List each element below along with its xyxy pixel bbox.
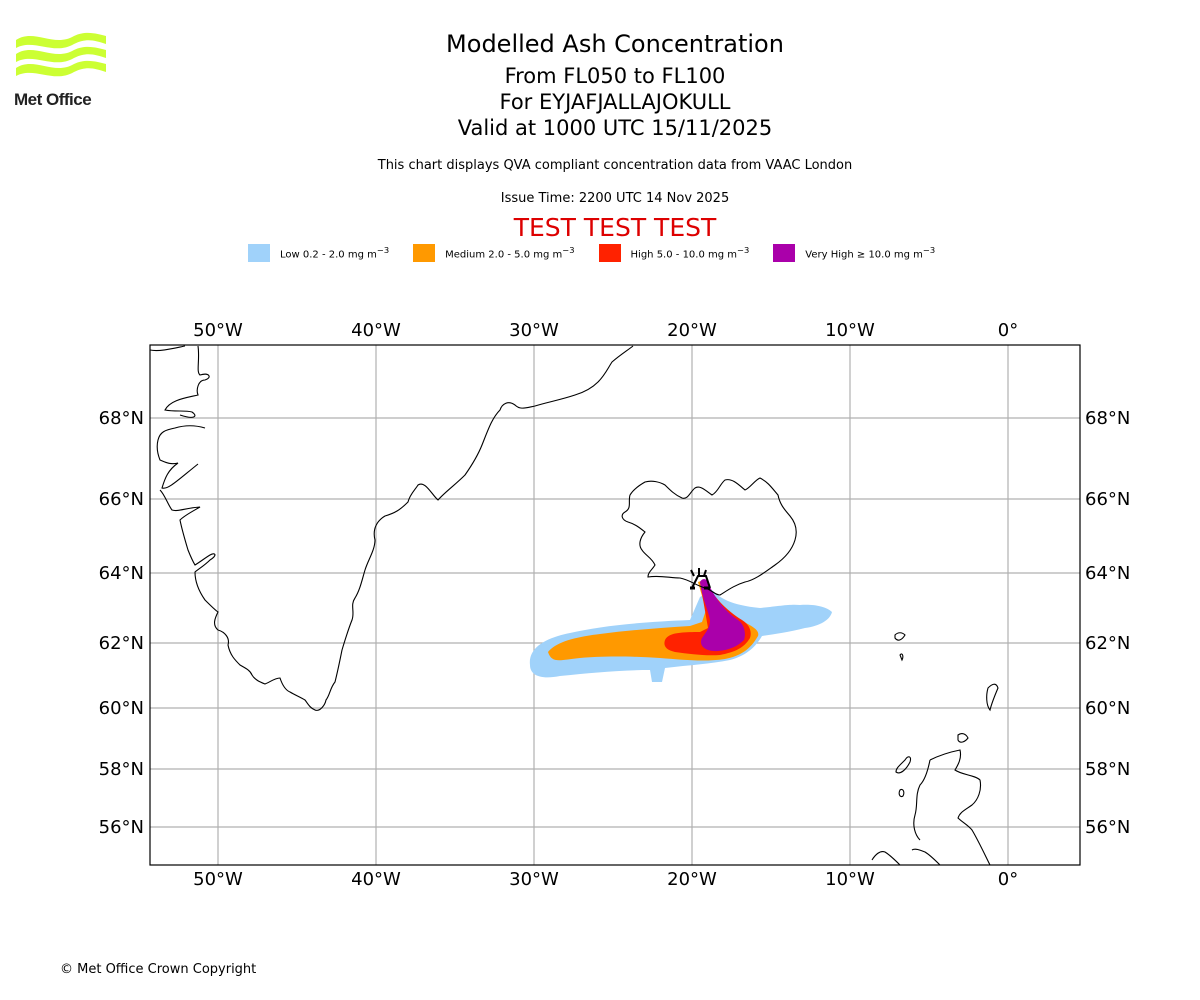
volcano-icon — [690, 568, 711, 590]
lon-tick-bottom: 20°W — [667, 869, 717, 890]
lat-tick-left: 60°N — [99, 698, 144, 719]
lat-tick-right: 60°N — [1085, 698, 1130, 719]
lon-tick-top: 40°W — [351, 320, 401, 341]
scotland-coast — [871, 749, 991, 865]
lat-tick-right: 64°N — [1085, 563, 1130, 584]
orkney-islands — [957, 733, 969, 743]
ash-plume — [529, 579, 832, 682]
lat-tick-left: 68°N — [99, 408, 144, 429]
lat-tick-right: 58°N — [1085, 759, 1130, 780]
lon-tick-bottom: 30°W — [509, 869, 559, 890]
legend-label-very-high: Very High ≥ 10.0 mg m−3 — [805, 245, 936, 261]
flight-levels: From FL050 to FL100 — [504, 64, 726, 88]
faroe-islands — [894, 632, 906, 662]
legend-label-high: High 5.0 - 10.0 mg m−3 — [630, 245, 750, 261]
logo-text: Met Office — [14, 90, 92, 109]
lat-ticks-right: 68°N 66°N 64°N 62°N 60°N 58°N 56°N — [1085, 408, 1130, 838]
legend-item-very-high: Very High ≥ 10.0 mg m−3 — [773, 244, 935, 262]
legend-swatch-high — [598, 244, 621, 262]
legend-item-low: Low 0.2 - 2.0 mg m−3 — [248, 244, 389, 262]
graticule — [150, 345, 1080, 865]
greenland-coast — [150, 345, 634, 711]
lon-tick-bottom: 0° — [998, 869, 1018, 890]
met-office-waves-icon — [16, 32, 106, 77]
legend: Low 0.2 - 2.0 mg m−3 Medium 2.0 - 5.0 mg… — [248, 244, 959, 262]
lon-tick-bottom: 10°W — [825, 869, 875, 890]
issue-time: Issue Time: 2200 UTC 14 Nov 2025 — [500, 191, 730, 206]
lat-tick-right: 62°N — [1085, 633, 1130, 654]
lon-ticks-bottom: 50°W 40°W 30°W 20°W 10°W 0° — [193, 869, 1018, 890]
legend-swatch-very-high — [773, 244, 796, 262]
volcano-name: For EYJAFJALLAJOKULL — [499, 90, 731, 114]
lat-tick-left: 58°N — [99, 759, 144, 780]
lat-tick-left: 62°N — [99, 633, 144, 654]
map-frame — [149, 344, 1081, 866]
coastlines — [150, 345, 999, 865]
lon-tick-bottom: 50°W — [193, 869, 243, 890]
legend-label-low: Low 0.2 - 2.0 mg m−3 — [280, 245, 390, 261]
test-banner: TEST TEST TEST — [513, 213, 717, 242]
chart-title: Modelled Ash Concentration — [446, 30, 784, 58]
lon-tick-bottom: 40°W — [351, 869, 401, 890]
met-office-logo: Met Office — [14, 30, 109, 112]
legend-swatch-low — [248, 244, 270, 262]
ash-very-high — [700, 579, 745, 652]
lon-tick-top: 30°W — [509, 320, 559, 341]
lat-ticks-left: 68°N 66°N 64°N 62°N 60°N 58°N 56°N — [99, 408, 144, 838]
lat-tick-right: 66°N — [1085, 489, 1130, 510]
lon-tick-top: 10°W — [825, 320, 875, 341]
lat-tick-left: 66°N — [99, 489, 144, 510]
legend-item-high: High 5.0 - 10.0 mg m−3 — [598, 244, 750, 262]
lat-tick-right: 68°N — [1085, 408, 1130, 429]
valid-time: Valid at 1000 UTC 15/11/2025 — [457, 116, 773, 140]
lat-tick-left: 56°N — [99, 817, 144, 838]
lon-ticks-top: 50°W 40°W 30°W 20°W 10°W 0° — [193, 320, 1018, 341]
lat-tick-left: 64°N — [99, 563, 144, 584]
iceland-coast — [621, 477, 797, 596]
chart-subtitle: This chart displays QVA compliant concen… — [377, 158, 853, 173]
shetland-islands — [986, 683, 999, 712]
copyright: © Met Office Crown Copyright — [60, 962, 257, 977]
legend-swatch-medium — [413, 244, 436, 262]
lon-tick-top: 50°W — [193, 320, 243, 341]
legend-label-medium: Medium 2.0 - 5.0 mg m−3 — [445, 245, 575, 261]
legend-item-medium: Medium 2.0 - 5.0 mg m−3 — [413, 244, 575, 262]
lon-tick-top: 0° — [998, 320, 1018, 341]
lat-tick-right: 56°N — [1085, 817, 1130, 838]
lon-tick-top: 20°W — [667, 320, 717, 341]
